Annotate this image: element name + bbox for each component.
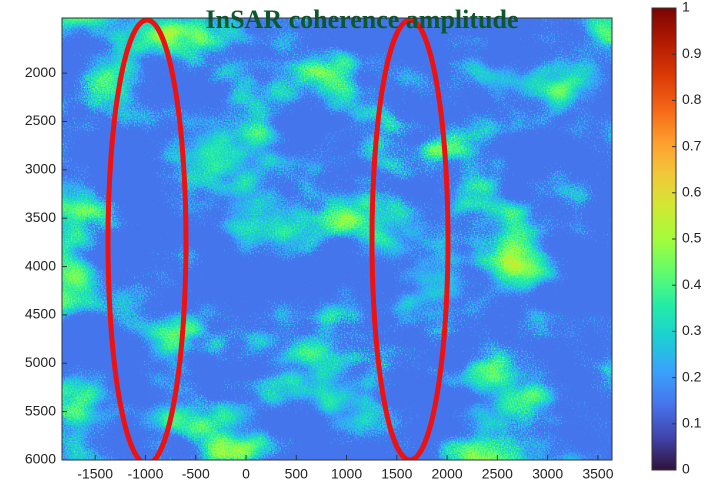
x-tick-label: -1000 <box>128 466 164 482</box>
y-tick-label: 5000 <box>25 354 56 370</box>
y-tick-label: 3500 <box>25 209 56 225</box>
x-tick-label: 3000 <box>532 466 563 482</box>
y-tick-label: 6000 <box>25 451 56 467</box>
x-tick-label: 2000 <box>432 466 463 482</box>
colorbar-tick-label: 0.2 <box>682 368 702 384</box>
colorbar-tick-label: 0.3 <box>682 322 702 338</box>
colorbar-tick-label: 1 <box>682 0 690 15</box>
colorbar-tick-label: 0.8 <box>682 91 702 107</box>
y-tick-label: 3000 <box>25 161 56 177</box>
x-tick-label: 0 <box>242 466 250 482</box>
colorbar-tick-label: 0.7 <box>682 137 702 153</box>
colorbar-tick-label: 0.5 <box>682 230 702 246</box>
annotation-ellipse <box>105 18 189 460</box>
x-tick-label: -500 <box>182 466 210 482</box>
x-tick-label: 1000 <box>331 466 362 482</box>
annotation-ellipse <box>369 18 451 460</box>
x-tick-label: -1500 <box>77 466 113 482</box>
y-tick-label: 5500 <box>25 402 56 418</box>
y-tick-label: 4500 <box>25 306 56 322</box>
colorbar-tick-label: 0.9 <box>682 45 702 61</box>
heatmap-image <box>62 18 612 460</box>
x-tick-label: 500 <box>285 466 309 482</box>
y-tick-label: 2500 <box>25 112 56 128</box>
x-tick-label: 3500 <box>582 466 613 482</box>
y-tick-label: 4000 <box>25 257 56 273</box>
colorbar-tick-label: 0.4 <box>682 276 702 292</box>
x-tick-label: 2500 <box>482 466 513 482</box>
x-tick-label: 1500 <box>381 466 412 482</box>
chart-title: InSAR coherence amplitude <box>206 5 519 34</box>
colorbar-tick-label: 0 <box>682 461 690 477</box>
colorbar-tick-label: 0.6 <box>682 184 702 200</box>
plot-frame <box>61 17 613 461</box>
colorbar-tick-label: 0.1 <box>682 415 702 431</box>
y-tick-label: 2000 <box>25 64 56 80</box>
